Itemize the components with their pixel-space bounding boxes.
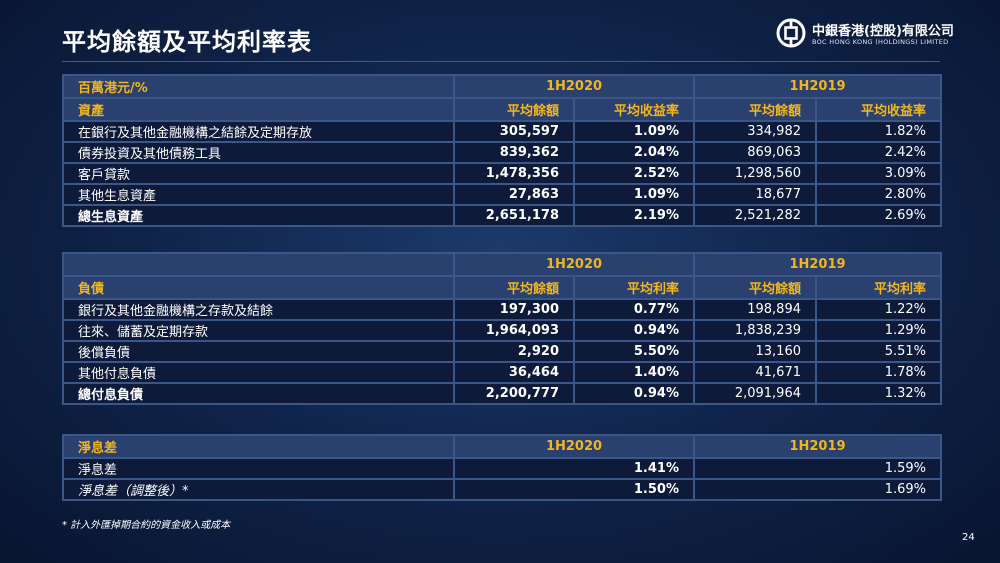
prior-balance: 2,091,964 <box>693 382 817 405</box>
prior-balance: 198,894 <box>693 298 817 321</box>
cur-balance: 1,478,356 <box>453 162 575 185</box>
cur-balance: 36,464 <box>453 361 575 384</box>
prior-rate: 1.32% <box>815 382 942 405</box>
col-avg-balance: 平均餘額 <box>453 275 575 300</box>
prior-rate: 2.69% <box>815 204 942 227</box>
margin-section-label: 淨息差 <box>62 434 455 459</box>
cur-rate: 0.94% <box>573 319 695 342</box>
prior-balance: 2,521,282 <box>693 204 817 227</box>
cur-balance: 197,300 <box>453 298 575 321</box>
assets-section-label: 資產 <box>62 97 455 122</box>
row-label: 淨息差 <box>62 457 455 480</box>
cur-rate: 0.94% <box>573 382 695 405</box>
table-row: 債券投資及其他債務工具 839,362 2.04% 869,063 2.42% <box>62 141 942 164</box>
table-row: 客戶貸款 1,478,356 2.52% 1,298,560 3.09% <box>62 162 942 185</box>
prior-balance: 1,838,239 <box>693 319 817 342</box>
boc-logo-icon <box>776 18 806 48</box>
prior-balance: 1,298,560 <box>693 162 817 185</box>
cur-rate: 5.50% <box>573 340 695 363</box>
liabilities-table: 1H2020 1H2019 負債 平均餘額 平均利率 平均餘額 平均利率 銀行及… <box>62 252 942 405</box>
table-row: 其他付息負債 36,464 1.40% 41,671 1.78% <box>62 361 942 384</box>
col-avg-yield: 平均收益率 <box>573 97 695 122</box>
period-current-header: 1H2020 <box>453 74 695 99</box>
cur-rate: 1.09% <box>573 183 695 206</box>
row-label: 後償負債 <box>62 340 455 363</box>
cur-balance: 2,651,178 <box>453 204 575 227</box>
prior-balance: 869,063 <box>693 141 817 164</box>
table-row: 在銀行及其他金融機構之結餘及定期存放 305,597 1.09% 334,982… <box>62 120 942 143</box>
col-avg-rate: 平均利率 <box>815 275 942 300</box>
prior-rate: 1.22% <box>815 298 942 321</box>
logo-name-en: BOC HONG KONG (HOLDINGS) LIMITED <box>812 38 949 46</box>
prior-rate: 1.82% <box>815 120 942 143</box>
cur-margin: 1.50% <box>453 478 695 501</box>
header-blank <box>62 252 455 277</box>
page-number: 24 <box>962 532 975 543</box>
prior-balance: 41,671 <box>693 361 817 384</box>
period-current-header: 1H2020 <box>453 252 695 277</box>
cur-balance: 839,362 <box>453 141 575 164</box>
cur-balance: 305,597 <box>453 120 575 143</box>
table-row: 淨息差（調整後）* 1.50% 1.69% <box>62 478 942 501</box>
footnote: * 計入外匯掉期合約的資金收入或成本 <box>62 520 231 531</box>
period-current-header: 1H2020 <box>453 434 695 459</box>
prior-rate: 2.42% <box>815 141 942 164</box>
prior-margin: 1.69% <box>693 478 942 501</box>
cur-rate: 2.04% <box>573 141 695 164</box>
cur-rate: 2.52% <box>573 162 695 185</box>
cur-rate: 1.09% <box>573 120 695 143</box>
liabilities-section-label: 負債 <box>62 275 455 300</box>
row-label: 淨息差（調整後）* <box>62 478 455 501</box>
row-label: 其他付息負債 <box>62 361 455 384</box>
col-avg-balance: 平均餘額 <box>453 97 575 122</box>
table-row: 其他生息資產 27,863 1.09% 18,677 2.80% <box>62 183 942 206</box>
period-prior-header: 1H2019 <box>693 74 942 99</box>
prior-rate: 3.09% <box>815 162 942 185</box>
table-row: 銀行及其他金融機構之存款及結餘 197,300 0.77% 198,894 1.… <box>62 298 942 321</box>
page-title: 平均餘額及平均利率表 <box>62 28 312 56</box>
row-label: 總生息資產 <box>62 204 455 227</box>
prior-rate: 1.78% <box>815 361 942 384</box>
logo-name-cn: 中銀香港(控股)有限公司 <box>812 24 954 39</box>
period-prior-header: 1H2019 <box>693 252 942 277</box>
col-avg-balance: 平均餘額 <box>693 275 817 300</box>
prior-balance: 334,982 <box>693 120 817 143</box>
cur-rate: 2.19% <box>573 204 695 227</box>
cur-balance: 2,920 <box>453 340 575 363</box>
col-avg-balance: 平均餘額 <box>693 97 817 122</box>
row-label: 銀行及其他金融機構之存款及結餘 <box>62 298 455 321</box>
table-row: 淨息差 1.41% 1.59% <box>62 457 942 480</box>
cur-balance: 2,200,777 <box>453 382 575 405</box>
row-label: 往來、儲蓄及定期存款 <box>62 319 455 342</box>
col-avg-rate: 平均利率 <box>573 275 695 300</box>
cur-rate: 0.77% <box>573 298 695 321</box>
prior-margin: 1.59% <box>693 457 942 480</box>
col-avg-yield: 平均收益率 <box>815 97 942 122</box>
table-row: 後償負債 2,920 5.50% 13,160 5.51% <box>62 340 942 363</box>
table-row-total: 總生息資產 2,651,178 2.19% 2,521,282 2.69% <box>62 204 942 227</box>
title-divider <box>62 61 940 62</box>
row-label: 總付息負債 <box>62 382 455 405</box>
period-prior-header: 1H2019 <box>693 434 942 459</box>
margin-table: 淨息差 1H2020 1H2019 淨息差 1.41% 1.59% 淨息差（調整… <box>62 434 942 501</box>
table-row: 往來、儲蓄及定期存款 1,964,093 0.94% 1,838,239 1.2… <box>62 319 942 342</box>
row-label: 債券投資及其他債務工具 <box>62 141 455 164</box>
cur-rate: 1.40% <box>573 361 695 384</box>
company-logo: 中銀香港(控股)有限公司 BOC HONG KONG (HOLDINGS) LI… <box>776 18 976 52</box>
table-row-total: 總付息負債 2,200,777 0.94% 2,091,964 1.32% <box>62 382 942 405</box>
row-label: 客戶貸款 <box>62 162 455 185</box>
unit-label: 百萬港元/% <box>62 74 455 99</box>
prior-balance: 13,160 <box>693 340 817 363</box>
prior-rate: 5.51% <box>815 340 942 363</box>
row-label: 其他生息資產 <box>62 183 455 206</box>
prior-balance: 18,677 <box>693 183 817 206</box>
assets-table: 百萬港元/% 1H2020 1H2019 資產 平均餘額 平均收益率 平均餘額 … <box>62 74 942 227</box>
prior-rate: 1.29% <box>815 319 942 342</box>
cur-balance: 1,964,093 <box>453 319 575 342</box>
prior-rate: 2.80% <box>815 183 942 206</box>
cur-margin: 1.41% <box>453 457 695 480</box>
row-label: 在銀行及其他金融機構之結餘及定期存放 <box>62 120 455 143</box>
cur-balance: 27,863 <box>453 183 575 206</box>
